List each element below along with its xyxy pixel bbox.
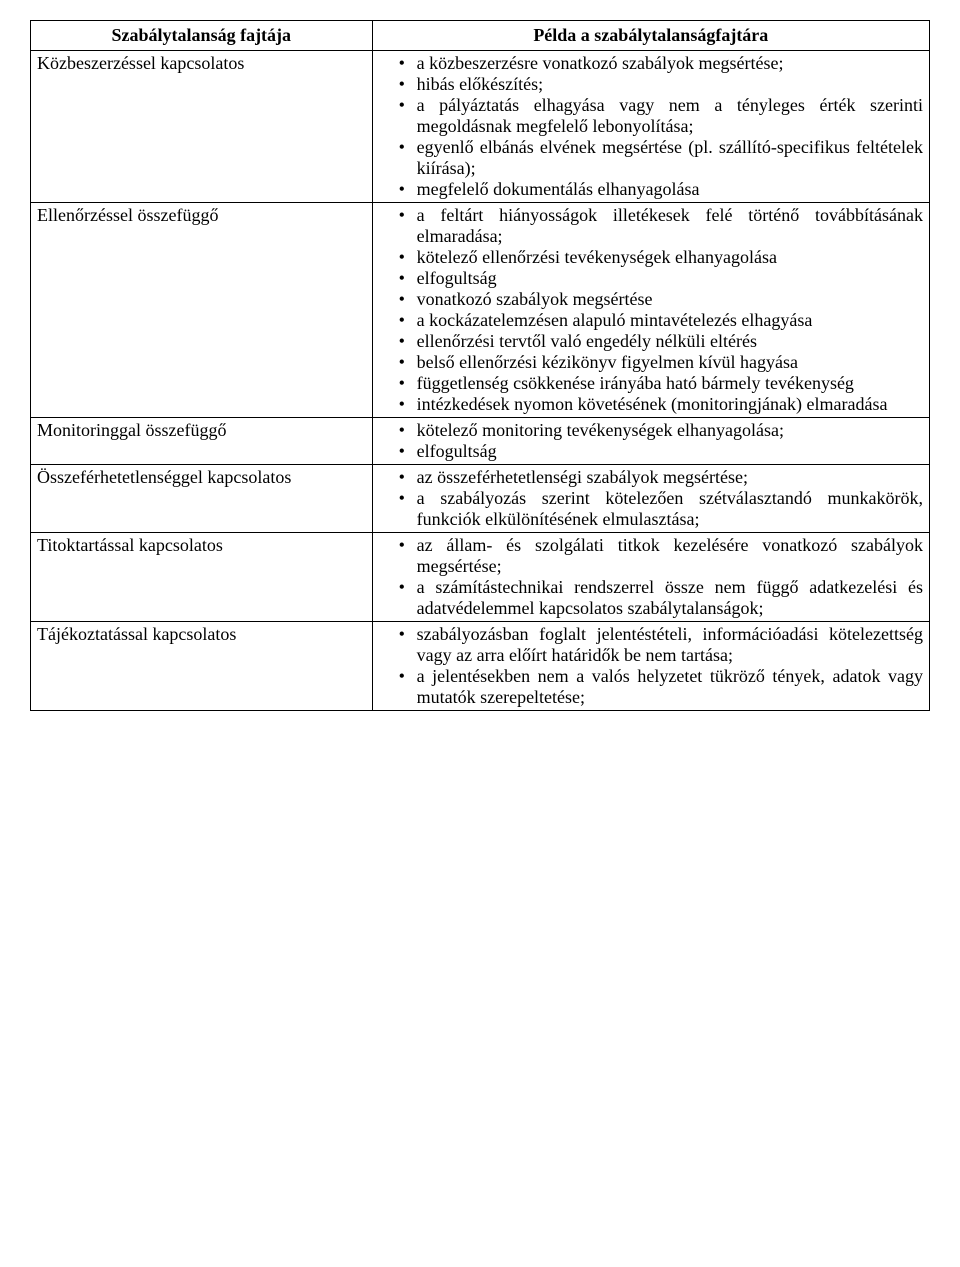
bullet-icon: • — [399, 268, 417, 289]
table-row: Közbeszerzéssel kapcsolatos•a közbeszerz… — [31, 51, 930, 203]
bullet-item: •a feltárt hiányosságok illetékesek felé… — [379, 205, 923, 247]
bullet-item: •a pályáztatás elhagyása vagy nem a tény… — [379, 95, 923, 137]
examples-cell: •szabályozásban foglalt jelentéstételi, … — [372, 622, 929, 711]
bullet-icon: • — [399, 247, 417, 268]
table-row: Ellenőrzéssel összefüggő•a feltárt hiány… — [31, 203, 930, 418]
table-body: Közbeszerzéssel kapcsolatos•a közbeszerz… — [31, 51, 930, 711]
bullet-icon: • — [399, 467, 417, 488]
category-cell: Közbeszerzéssel kapcsolatos — [31, 51, 373, 203]
bullet-item: •belső ellenőrzési kézikönyv figyelmen k… — [379, 352, 923, 373]
category-cell: Összeférhetetlenséggel kapcsolatos — [31, 465, 373, 533]
table-row: Összeférhetetlenséggel kapcsolatos •az ös… — [31, 465, 930, 533]
bullet-item: •intézkedések nyomon követésének (monito… — [379, 394, 923, 415]
bullet-text: ellenőrzési tervtől való engedély nélkül… — [417, 331, 757, 351]
bullet-item: •a jelentésekben nem a valós helyzetet t… — [379, 666, 923, 708]
bullet-item: •az állam- és szolgálati titkok kezelésé… — [379, 535, 923, 577]
bullet-icon: • — [399, 441, 417, 462]
bullet-text: az állam- és szolgálati titkok kezelésér… — [417, 535, 923, 576]
examples-cell: •az összeférhetetlenségi szabályok megsé… — [372, 465, 929, 533]
bullet-item: •elfogultság — [379, 441, 923, 462]
bullet-text: egyenlő elbánás elvének megsértése (pl. … — [417, 137, 923, 178]
examples-cell: •a közbeszerzésre vonatkozó szabályok me… — [372, 51, 929, 203]
bullet-text: az összeférhetetlenségi szabályok megsér… — [417, 467, 748, 487]
bullet-item: •függetlenség csökkenése irányába ható b… — [379, 373, 923, 394]
examples-cell: •kötelező monitoring tevékenységek elhan… — [372, 418, 929, 465]
bullet-icon: • — [399, 666, 417, 687]
bullet-item: •vonatkozó szabályok megsértése — [379, 289, 923, 310]
category-cell: Ellenőrzéssel összefüggő — [31, 203, 373, 418]
header-col1: Szabálytalanság fajtája — [31, 21, 373, 51]
bullet-item: •megfelelő dokumentálás elhanyagolása — [379, 179, 923, 200]
bullet-icon: • — [399, 535, 417, 556]
bullet-icon: • — [399, 205, 417, 226]
bullet-text: megfelelő dokumentálás elhanyagolása — [417, 179, 700, 199]
bullet-item: •szabályozásban foglalt jelentéstételi, … — [379, 624, 923, 666]
bullet-item: •kötelező monitoring tevékenységek elhan… — [379, 420, 923, 441]
bullet-item: •hibás előkészítés; — [379, 74, 923, 95]
bullet-icon: • — [399, 331, 417, 352]
bullet-item: •elfogultság — [379, 268, 923, 289]
bullet-icon: • — [399, 624, 417, 645]
bullet-text: elfogultság — [417, 441, 497, 461]
bullet-text: intézkedések nyomon követésének (monitor… — [417, 394, 888, 414]
bullet-text: a szabályozás szerint kötelezően szétvál… — [417, 488, 923, 529]
bullet-text: a jelentésekben nem a valós helyzetet tü… — [417, 666, 923, 707]
table-header-row: Szabálytalanság fajtája Példa a szabályt… — [31, 21, 930, 51]
bullet-text: hibás előkészítés; — [417, 74, 543, 94]
irregularity-table: Szabálytalanság fajtája Példa a szabályt… — [30, 20, 930, 711]
category-cell: Monitoringgal összefüggő — [31, 418, 373, 465]
bullet-icon: • — [399, 95, 417, 116]
bullet-icon: • — [399, 394, 417, 415]
bullet-text: a pályáztatás elhagyása vagy nem a tényl… — [417, 95, 923, 136]
table-row: Tájékoztatással kapcsolatos•szabályozásb… — [31, 622, 930, 711]
header-col2: Példa a szabálytalanságfajtára — [372, 21, 929, 51]
bullet-icon: • — [399, 577, 417, 598]
table-row: Monitoringgal összefüggő •kötelező monito… — [31, 418, 930, 465]
bullet-item: •a közbeszerzésre vonatkozó szabályok me… — [379, 53, 923, 74]
bullet-text: a feltárt hiányosságok illetékesek felé … — [417, 205, 923, 246]
bullet-icon: • — [399, 74, 417, 95]
bullet-icon: • — [399, 53, 417, 74]
bullet-icon: • — [399, 310, 417, 331]
bullet-icon: • — [399, 373, 417, 394]
bullet-text: szabályozásban foglalt jelentéstételi, i… — [417, 624, 923, 665]
bullet-item: •az összeférhetetlenségi szabályok megsé… — [379, 467, 923, 488]
bullet-item: •kötelező ellenőrzési tevékenységek elha… — [379, 247, 923, 268]
category-cell: Tájékoztatással kapcsolatos — [31, 622, 373, 711]
bullet-icon: • — [399, 289, 417, 310]
table-row: Titoktartással kapcsolatos•az állam- és … — [31, 533, 930, 622]
bullet-icon: • — [399, 179, 417, 200]
bullet-text: belső ellenőrzési kézikönyv figyelmen kí… — [417, 352, 798, 372]
bullet-item: •ellenőrzési tervtől való engedély nélkü… — [379, 331, 923, 352]
bullet-text: függetlenség csökkenése irányába ható bá… — [417, 373, 854, 393]
examples-cell: •az állam- és szolgálati titkok kezelésé… — [372, 533, 929, 622]
bullet-item: •a szabályozás szerint kötelezően szétvá… — [379, 488, 923, 530]
bullet-text: kötelező monitoring tevékenységek elhany… — [417, 420, 784, 440]
bullet-text: kötelező ellenőrzési tevékenységek elhan… — [417, 247, 777, 267]
category-cell: Titoktartással kapcsolatos — [31, 533, 373, 622]
bullet-text: vonatkozó szabályok megsértése — [417, 289, 653, 309]
examples-cell: •a feltárt hiányosságok illetékesek felé… — [372, 203, 929, 418]
bullet-icon: • — [399, 137, 417, 158]
bullet-icon: • — [399, 352, 417, 373]
bullet-item: •egyenlő elbánás elvének megsértése (pl.… — [379, 137, 923, 179]
bullet-text: elfogultság — [417, 268, 497, 288]
bullet-item: •a kockázatelemzésen alapuló mintavétele… — [379, 310, 923, 331]
bullet-item: •a számítástechnikai rendszerrel össze n… — [379, 577, 923, 619]
bullet-text: a kockázatelemzésen alapuló mintavételez… — [417, 310, 813, 330]
bullet-icon: • — [399, 420, 417, 441]
bullet-text: a számítástechnikai rendszerrel össze ne… — [417, 577, 923, 618]
bullet-text: a közbeszerzésre vonatkozó szabályok meg… — [417, 53, 784, 73]
bullet-icon: • — [399, 488, 417, 509]
